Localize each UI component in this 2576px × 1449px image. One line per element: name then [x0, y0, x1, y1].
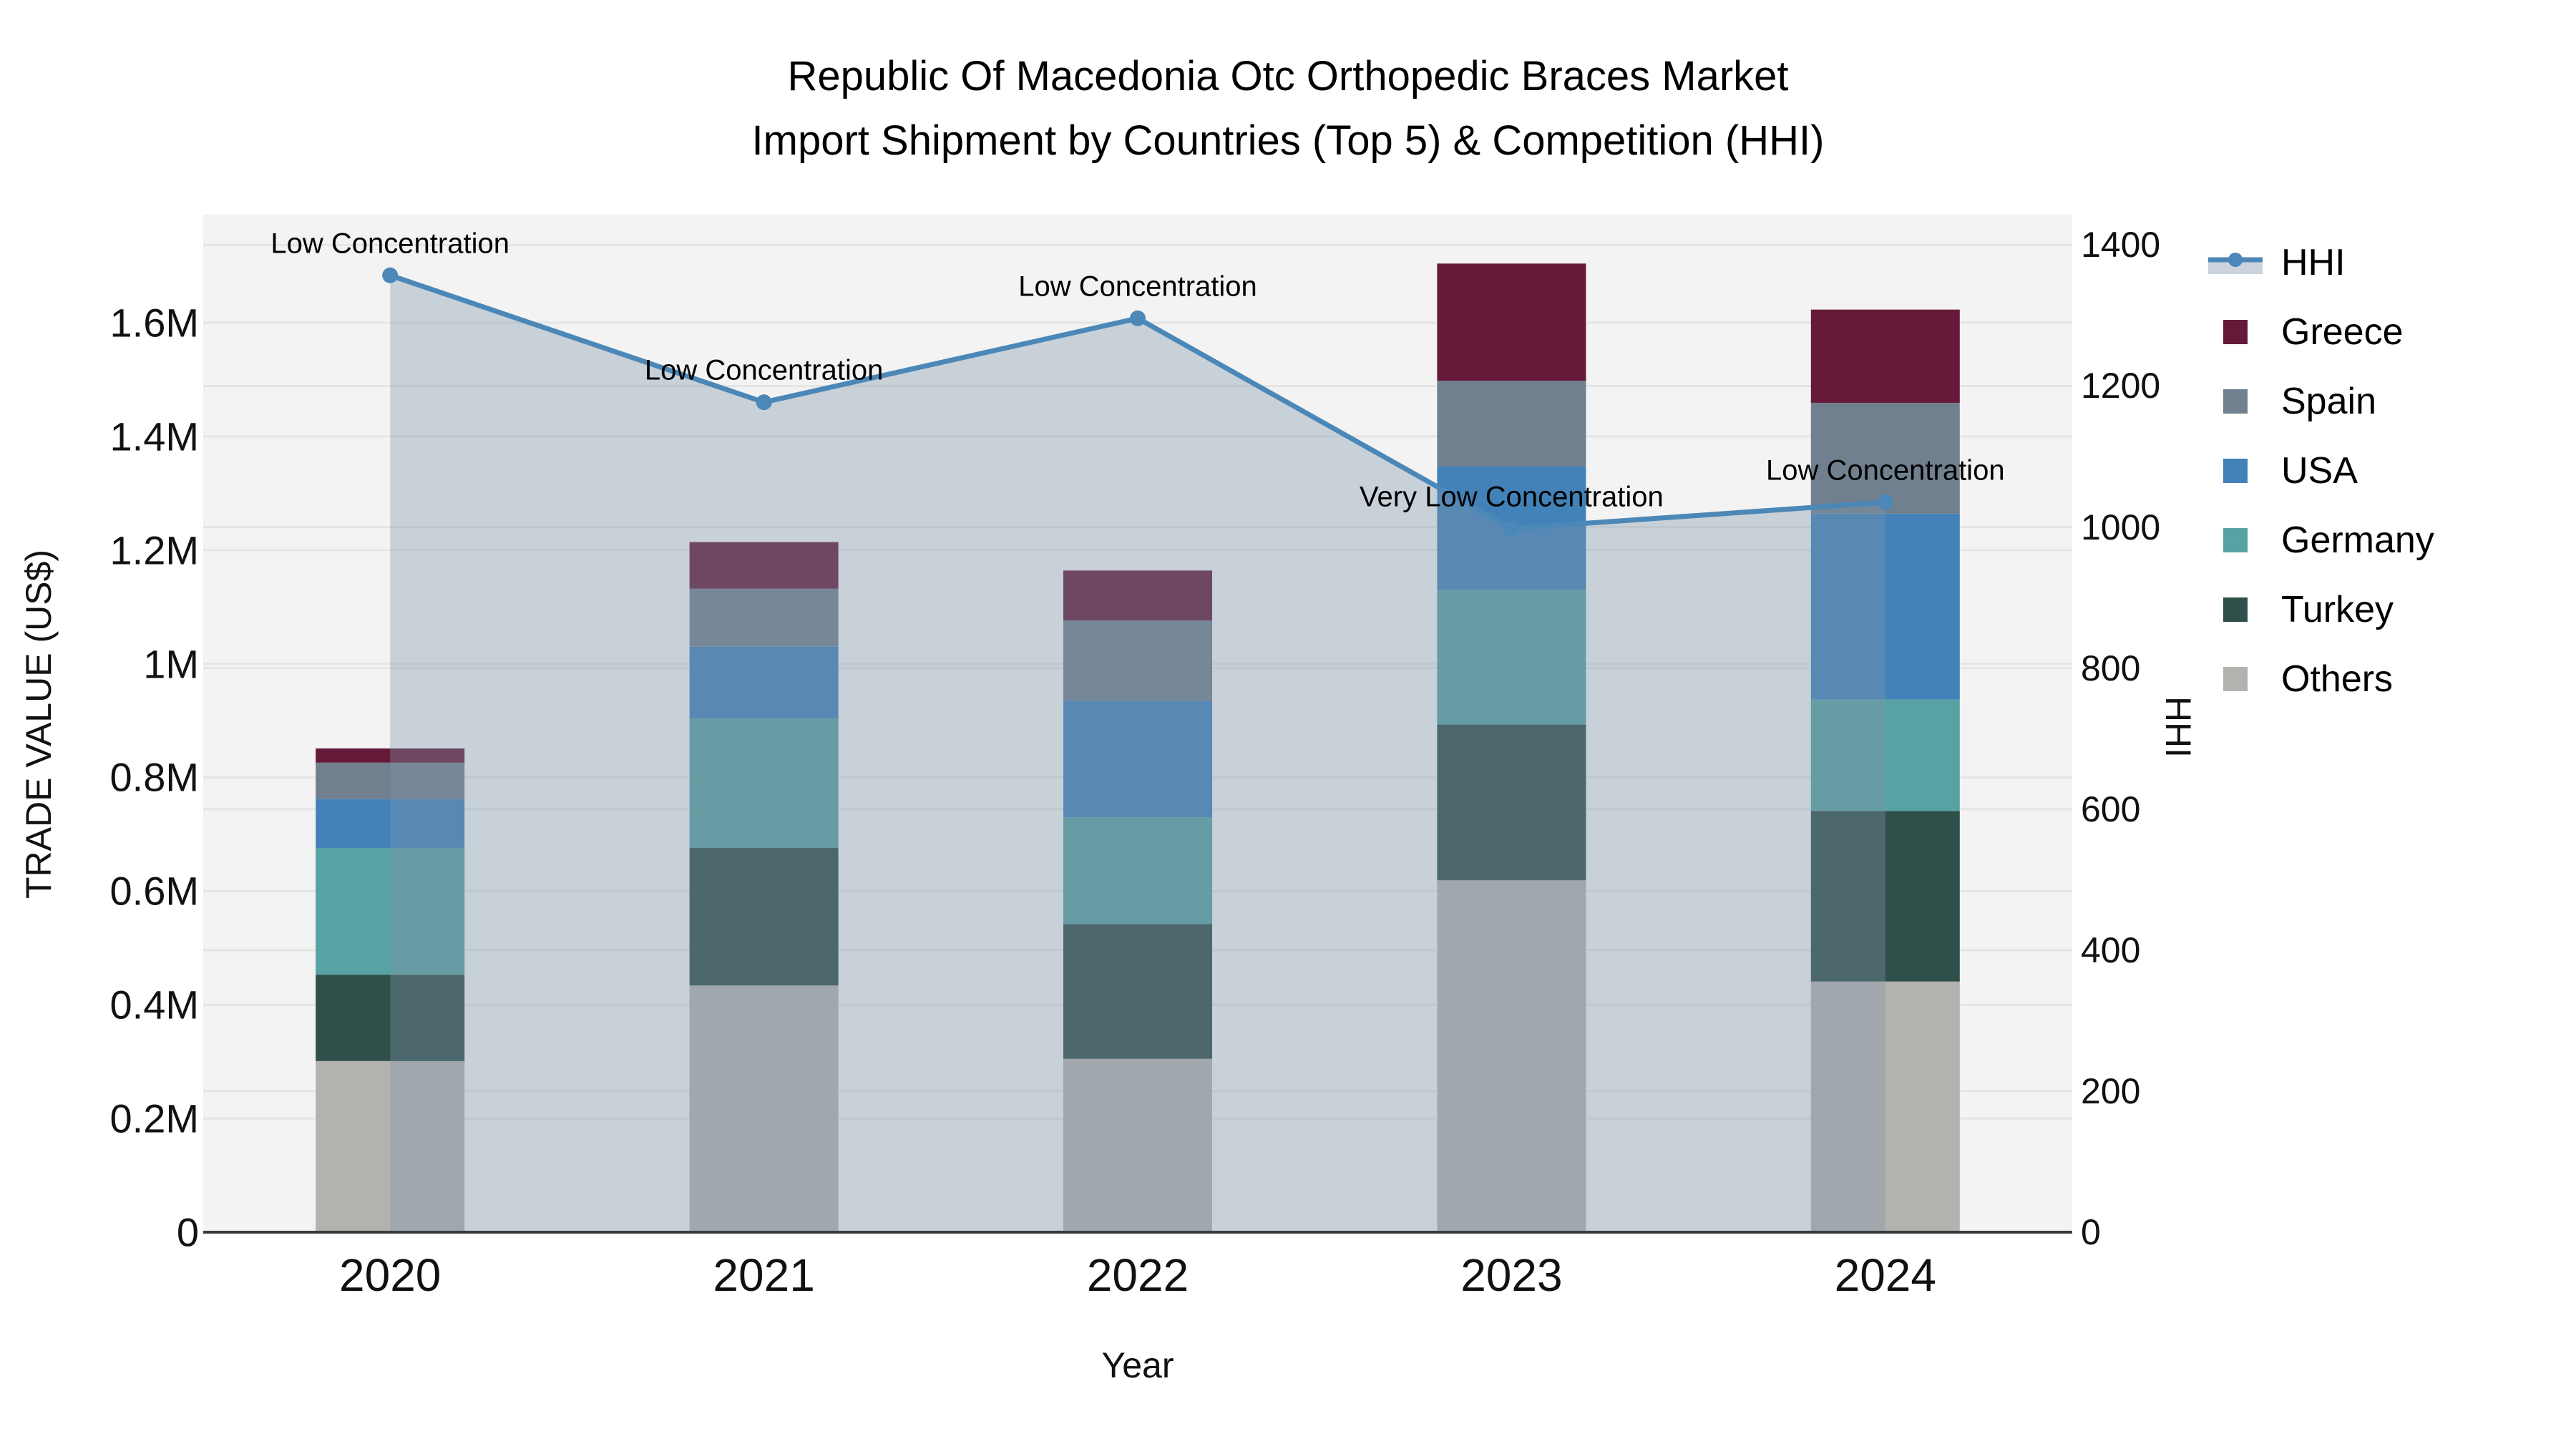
- legend-item-hhi: HHI: [2208, 240, 2346, 286]
- y-left-tick-0.8M: 0.8M: [109, 754, 200, 800]
- bar-segment-2024-germany: [1810, 699, 1960, 811]
- hhi-line-icon: [2208, 247, 2263, 278]
- legend-item-turkey: Turkey: [2208, 587, 2394, 633]
- bar-segment-2021-germany: [689, 718, 839, 848]
- legend-item-others: Others: [2208, 656, 2393, 702]
- y-axis-title-right: HHI: [2158, 696, 2198, 758]
- y-right-tick-800: 800: [2081, 648, 2141, 688]
- bar-segment-2023-greece: [1437, 263, 1586, 381]
- hhi-line-sample: [2208, 253, 2263, 274]
- y-left-tick-0.4M: 0.4M: [109, 982, 200, 1028]
- bar-segment-2021-greece: [689, 542, 839, 589]
- y-left-tick-1.4M: 1.4M: [109, 414, 200, 459]
- hhi-area-fill: [390, 275, 1885, 1233]
- y-left-tick-1M: 1M: [143, 641, 199, 687]
- y-right-tick-1400: 1400: [2081, 225, 2161, 265]
- legend-item-spain: Spain: [2208, 379, 2376, 424]
- y-left-tick-1.2M: 1.2M: [109, 527, 200, 573]
- bar-segment-2023-others: [1437, 880, 1586, 1232]
- y-right-tick-1200: 1200: [2081, 366, 2161, 406]
- bar-segment-2022-greece: [1063, 570, 1212, 621]
- chart-title-line1: Republic Of Macedonia Otc Orthopedic Bra…: [787, 53, 1789, 99]
- hhi-marker-2022: [1130, 310, 1146, 326]
- turkey-swatch-icon: [2208, 597, 2263, 622]
- y-right-tick-400: 400: [2081, 930, 2141, 970]
- bar-segment-2022-turkey: [1063, 924, 1212, 1059]
- bar-segment-2021-usa: [689, 646, 839, 718]
- x-tick-2022: 2022: [1086, 1249, 1189, 1301]
- bar-segment-2024-turkey: [1810, 811, 1960, 982]
- annotation-2024: Low Concentration: [1766, 454, 2005, 487]
- y-right-tick-200: 200: [2081, 1070, 2141, 1111]
- bar-segment-2020-usa: [316, 799, 465, 848]
- bar-segment-2023-spain: [1437, 380, 1586, 467]
- germany-swatch-icon: [2208, 528, 2263, 552]
- usa-swatch-icon: [2208, 459, 2263, 483]
- bar-segment-2020-others: [316, 1060, 465, 1232]
- x-tick-2023: 2023: [1460, 1249, 1563, 1301]
- legend-swatch-spain: [2223, 389, 2248, 414]
- y-right-tick-0: 0: [2081, 1212, 2101, 1252]
- chart-title-line2: Import Shipment by Countries (Top 5) & C…: [751, 117, 1825, 164]
- bar-segment-2021-spain: [689, 588, 839, 647]
- bar-segment-2023-turkey: [1437, 724, 1586, 881]
- bar-segment-2020-spain: [316, 762, 465, 799]
- bar-segment-2023-germany: [1437, 590, 1586, 725]
- legend-label-spain: Spain: [2281, 381, 2376, 422]
- bar-segment-2022-spain: [1063, 620, 1212, 701]
- legend-label-germany: Germany: [2281, 519, 2434, 561]
- legend-label-usa: USA: [2281, 450, 2358, 492]
- x-tick-2021: 2021: [713, 1249, 815, 1301]
- bar-segment-2022-germany: [1063, 817, 1212, 924]
- bar-segment-2022-others: [1063, 1058, 1212, 1232]
- y-left-tick-0.2M: 0.2M: [109, 1096, 200, 1141]
- legend-label-hhi: HHI: [2281, 242, 2346, 283]
- others-swatch-icon: [2208, 667, 2263, 691]
- hhi-marker-2021: [756, 394, 772, 411]
- bar-segment-2021-others: [689, 985, 839, 1232]
- legend-swatch-greece: [2223, 320, 2248, 344]
- bar-segment-2020-germany: [316, 847, 465, 975]
- legend-label-greece: Greece: [2281, 311, 2404, 353]
- legend-swatch-germany: [2223, 528, 2248, 552]
- x-axis-title: Year: [1101, 1345, 1174, 1385]
- y-left-tick-0.6M: 0.6M: [109, 868, 200, 914]
- hhi-marker-2024: [1877, 494, 1893, 511]
- bar-segment-2020-turkey: [316, 975, 465, 1061]
- greece-swatch-icon: [2208, 320, 2263, 344]
- legend-label-others: Others: [2281, 658, 2394, 700]
- bar-segment-2024-others: [1810, 981, 1960, 1232]
- legend-label-turkey: Turkey: [2281, 589, 2394, 630]
- y-left-tick-0: 0: [176, 1209, 199, 1255]
- chart-title: Republic Of Macedonia Otc Orthopedic Bra…: [0, 44, 2576, 173]
- y-right-tick-600: 600: [2081, 789, 2141, 829]
- bar-segment-2022-usa: [1063, 701, 1212, 818]
- y-left-tick-1.6M: 1.6M: [109, 300, 200, 346]
- bar-segment-2020-greece: [316, 748, 465, 763]
- y-axis-title-left: TRADE VALUE (US$): [19, 549, 59, 899]
- x-tick-2020: 2020: [339, 1249, 441, 1301]
- legend-swatch-others: [2223, 667, 2248, 691]
- y-right-tick-1000: 1000: [2081, 507, 2161, 547]
- bar-segment-2024-greece: [1810, 309, 1960, 403]
- spain-swatch-icon: [2208, 389, 2263, 414]
- hhi-marker-2023: [1503, 520, 1520, 537]
- legend-item-germany: Germany: [2208, 517, 2434, 563]
- legend-swatch-usa: [2223, 459, 2248, 483]
- legend-item-usa: USA: [2208, 448, 2358, 494]
- annotation-2022: Low Concentration: [1018, 270, 1257, 303]
- hhi-marker-2020: [382, 267, 399, 283]
- bar-segment-2024-usa: [1810, 513, 1960, 700]
- annotation-2021: Low Concentration: [644, 354, 884, 386]
- bar-segment-2021-turkey: [689, 847, 839, 986]
- annotation-2020: Low Concentration: [270, 228, 509, 260]
- x-tick-2024: 2024: [1834, 1249, 1936, 1301]
- legend-item-greece: Greece: [2208, 309, 2404, 355]
- annotation-2023: Very Low Concentration: [1360, 481, 1664, 513]
- legend-swatch-turkey: [2223, 597, 2248, 622]
